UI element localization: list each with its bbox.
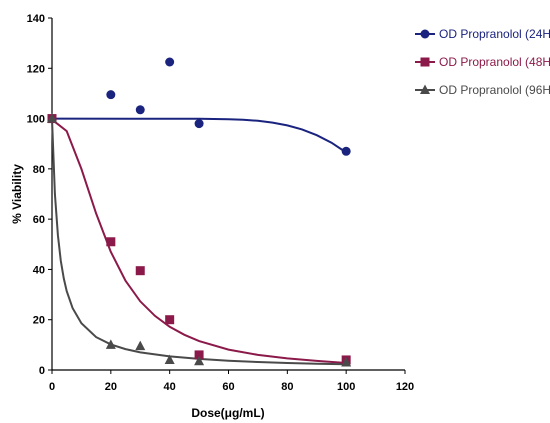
legend-label-3: OD Propranolol (96H) (439, 83, 550, 97)
data-point-series-2 (106, 237, 116, 247)
data-point-series-1 (106, 90, 116, 100)
legend-marker-2 (420, 57, 430, 67)
data-point-series-2 (165, 315, 175, 325)
data-point-series-3 (341, 356, 352, 367)
y-tick-label: 20 (33, 315, 45, 327)
fit-curve-series-3 (51, 118, 347, 366)
y-tick-label: 0 (39, 365, 45, 377)
x-tick-label: 40 (164, 381, 176, 393)
data-point-series-1 (341, 146, 351, 156)
data-point-series-2 (194, 350, 204, 360)
data-points (47, 57, 352, 367)
legend-label-2: OD Propranolol (48H) (439, 55, 550, 69)
y-tick-label: 100 (27, 114, 45, 126)
legend-label-1: OD Propranolol (24H) (439, 27, 550, 41)
fit-curve-series-1 (51, 117, 347, 154)
axes: 0 20 40 60 80 100 120 0 20 40 60 80 100 120 140 (27, 13, 415, 393)
legend-marker-3 (420, 84, 430, 94)
x-tick-label: 80 (281, 381, 293, 393)
x-tick-label: 0 (49, 381, 55, 393)
x-tick-label: 20 (105, 381, 117, 393)
x-tick-label: 60 (222, 381, 234, 393)
y-tick-label: 60 (33, 214, 45, 226)
y-tick-label: 120 (27, 63, 45, 75)
legend: OD Propranolol (24H) OD Propranolol (48H)… (415, 27, 550, 97)
data-point-series-3 (105, 339, 116, 349)
fit-curves (51, 117, 347, 366)
fit-curve-series-2 (51, 118, 347, 364)
data-point-series-2 (135, 266, 145, 276)
y-tick-label: 140 (27, 13, 45, 25)
data-point-series-3 (194, 355, 205, 366)
data-point-series-1 (194, 119, 204, 129)
x-tick-label: 120 (396, 381, 414, 393)
legend-marker-1 (420, 29, 430, 39)
y-tick-label: 80 (33, 164, 45, 176)
data-point-series-3 (47, 113, 57, 123)
data-point-series-3 (135, 340, 146, 351)
x-axis-title: Dose(μg/mL) (191, 406, 264, 420)
y-axis-title: % Viability (10, 164, 24, 224)
data-point-series-3 (164, 354, 175, 364)
data-point-series-1 (135, 105, 145, 115)
data-point-series-1 (165, 57, 175, 67)
x-tick-label: 100 (337, 381, 355, 393)
y-tick-label: 40 (33, 264, 45, 276)
